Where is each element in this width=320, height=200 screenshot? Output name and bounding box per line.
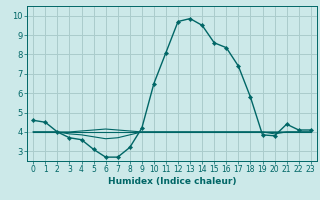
X-axis label: Humidex (Indice chaleur): Humidex (Indice chaleur): [108, 177, 236, 186]
